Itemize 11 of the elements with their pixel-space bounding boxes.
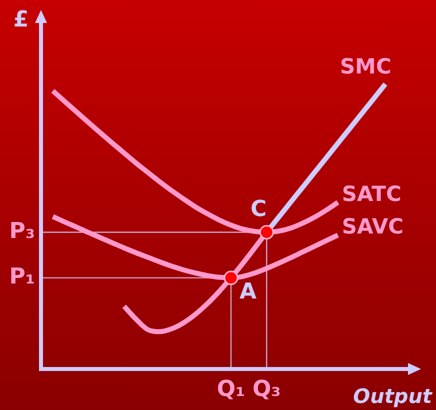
y-axis-title: £ — [13, 8, 29, 33]
x-axis-title: Output — [353, 384, 434, 408]
series-label: SMC — [340, 54, 392, 79]
ref-line-label: P₁ — [9, 264, 35, 290]
x-tick-label: Q₁ — [216, 376, 246, 402]
x-tick-label: Q₃ — [252, 376, 281, 402]
series-label: SAVC — [342, 214, 404, 239]
series-label: SATC — [342, 182, 402, 206]
annotation: C — [250, 196, 267, 222]
ref-line-label: P₃ — [9, 218, 35, 244]
annotation: A — [239, 280, 257, 305]
